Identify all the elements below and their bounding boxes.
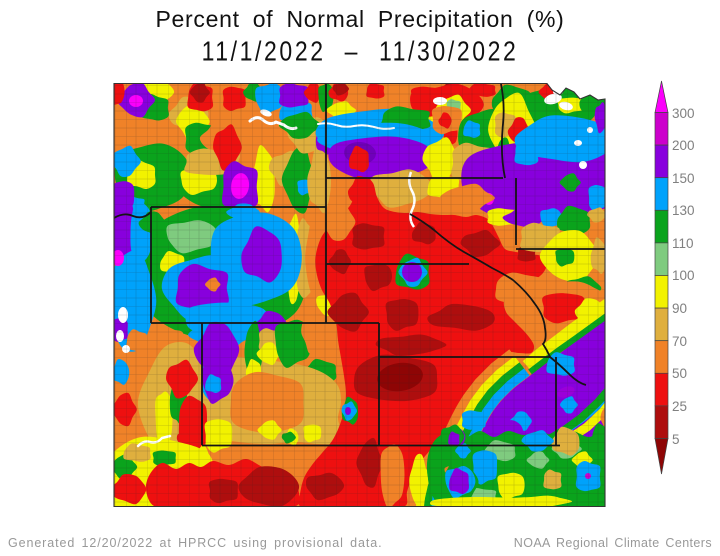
svg-text:70: 70 bbox=[672, 334, 687, 349]
svg-text:90: 90 bbox=[672, 301, 687, 316]
svg-text:150: 150 bbox=[672, 171, 695, 186]
svg-text:130: 130 bbox=[672, 203, 695, 218]
svg-text:100: 100 bbox=[672, 268, 695, 283]
svg-text:110: 110 bbox=[672, 236, 694, 251]
svg-text:200: 200 bbox=[672, 138, 695, 153]
svg-text:50: 50 bbox=[672, 366, 687, 381]
svg-text:300: 300 bbox=[672, 106, 695, 121]
svg-text:25: 25 bbox=[672, 399, 687, 414]
svg-text:5: 5 bbox=[672, 432, 680, 447]
